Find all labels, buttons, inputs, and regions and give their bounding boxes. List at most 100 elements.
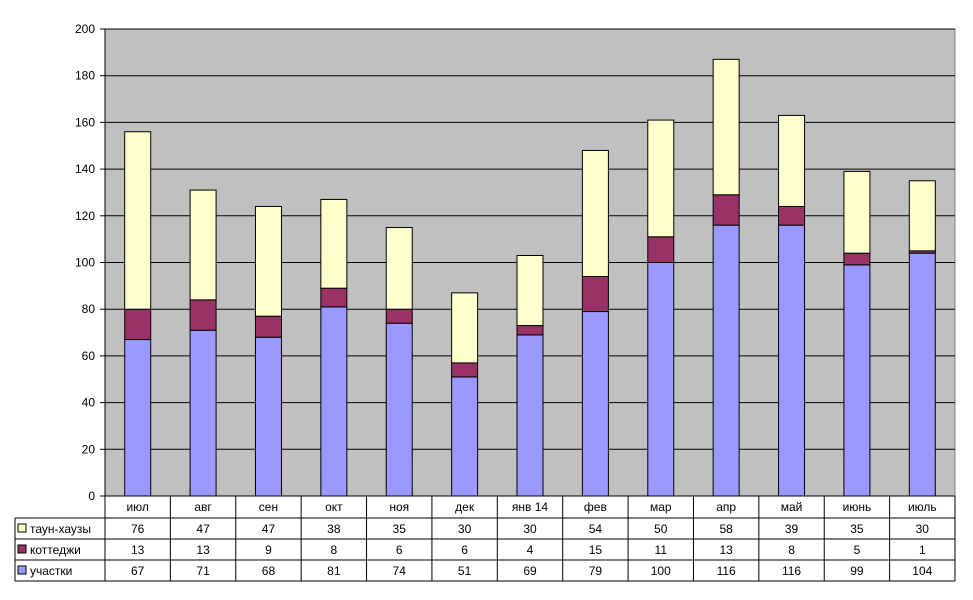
bar-коттеджи — [843, 252, 871, 266]
x-category-label: дек — [455, 500, 475, 514]
plot-area — [104, 28, 956, 497]
table-value: 35 — [393, 522, 407, 536]
y-tick-label: 180 — [75, 69, 95, 83]
legend-key-коттеджи — [17, 544, 27, 554]
table-value: 81 — [327, 564, 341, 578]
table-value: 39 — [785, 522, 799, 536]
x-category-label: авг — [194, 500, 212, 514]
x-category-label: ноя — [389, 500, 409, 514]
table-value: 9 — [265, 543, 272, 557]
bar-участки — [778, 224, 806, 497]
table-value: 67 — [131, 564, 145, 578]
table-value: 74 — [393, 564, 407, 578]
bar-таун-хаузы — [647, 119, 675, 238]
bar-участки — [581, 311, 609, 497]
table-value: 58 — [719, 522, 733, 536]
bar-таун-хаузы — [843, 170, 871, 254]
y-tick-label: 40 — [82, 396, 96, 410]
table-value: 38 — [327, 522, 341, 536]
legend-key-участки — [17, 565, 27, 575]
table-value: 8 — [788, 543, 795, 557]
table-value: 79 — [589, 564, 603, 578]
table-value: 13 — [131, 543, 145, 557]
bar-участки — [516, 334, 544, 497]
table-value: 116 — [717, 564, 736, 578]
table-value: 13 — [196, 543, 210, 557]
table-value: 116 — [782, 564, 801, 578]
bar-участки — [712, 224, 740, 497]
legend-label: участки — [30, 564, 72, 578]
table-value: 68 — [262, 564, 276, 578]
table-value: 30 — [523, 522, 537, 536]
y-axis: 0 20 40 60 80 100 120 140 160 180 200 — [75, 22, 106, 503]
legend-key-таун-хаузы — [17, 523, 27, 533]
table-value: 99 — [850, 564, 864, 578]
y-tick-label: 80 — [82, 302, 96, 316]
bar-участки — [124, 339, 152, 497]
bar-участки — [647, 262, 675, 497]
bar-участки — [451, 376, 479, 497]
y-tick-label: 60 — [82, 349, 96, 363]
bar-коттеджи — [189, 299, 217, 331]
bar-коттеджи — [451, 362, 479, 378]
table-value: 69 — [523, 564, 537, 578]
bar-таун-хаузы — [254, 205, 282, 317]
table-value: 104 — [912, 564, 932, 578]
table-value: 6 — [396, 543, 403, 557]
table-value: 71 — [196, 564, 210, 578]
table-value: 4 — [527, 543, 534, 557]
x-category-label: апр — [716, 500, 736, 514]
table-value: 76 — [131, 522, 145, 536]
y-tick-label: 0 — [88, 489, 95, 503]
bar-коттеджи — [581, 276, 609, 313]
bar-участки — [908, 252, 936, 497]
x-category-label: сен — [259, 500, 278, 514]
table-value: 100 — [651, 564, 671, 578]
bar-таун-хаузы — [451, 292, 479, 364]
bar-коттеджи — [254, 315, 282, 338]
bar-коттеджи — [516, 325, 544, 336]
x-category-label: фев — [584, 500, 607, 514]
y-tick-label: 200 — [75, 22, 95, 36]
table-value: 51 — [458, 564, 472, 578]
table-value: 8 — [331, 543, 338, 557]
y-tick-label: 100 — [75, 256, 95, 270]
bar-коттеджи — [712, 194, 740, 226]
table-value: 11 — [655, 543, 668, 557]
bar-таун-хаузы — [712, 58, 740, 196]
table-value: 5 — [854, 543, 861, 557]
bar-таун-хаузы — [124, 131, 152, 310]
legend-label: таун-хаузы — [30, 522, 91, 536]
legend-label: коттеджи — [30, 543, 81, 557]
bar-коттеджи — [647, 236, 675, 264]
bar-коттеджи — [778, 205, 806, 226]
table-value: 30 — [916, 522, 930, 536]
table-value: 47 — [196, 522, 210, 536]
bar-участки — [320, 306, 348, 497]
data-table: июл авг сен окт ноя дек янв 14 фев мар апр май июнь… — [14, 496, 956, 582]
bar-участки — [385, 322, 413, 497]
bar-участки — [189, 329, 217, 497]
table-value: 1 — [919, 543, 926, 557]
x-category-label: окт — [325, 500, 343, 514]
table-value: 35 — [850, 522, 864, 536]
y-tick-label: 160 — [75, 115, 95, 129]
y-tick-label: 140 — [75, 162, 95, 176]
x-category-label: июль — [908, 500, 937, 514]
bar-таун-хаузы — [581, 149, 609, 278]
table-value: 54 — [589, 522, 603, 536]
bar-таун-хаузы — [516, 254, 544, 327]
bar-коттеджи — [124, 308, 152, 341]
bar-таун-хаузы — [320, 198, 348, 289]
x-category-label: май — [781, 500, 803, 514]
table-value: 30 — [458, 522, 472, 536]
x-category-label: июл — [126, 500, 148, 514]
bar-таун-хаузы — [778, 114, 806, 207]
x-category-label: янв 14 — [512, 500, 549, 514]
table-value: 50 — [654, 522, 668, 536]
bar-таун-хаузы — [189, 189, 217, 301]
table-value: 15 — [589, 543, 603, 557]
x-category-label: мар — [650, 500, 672, 514]
bar-участки — [843, 264, 871, 497]
